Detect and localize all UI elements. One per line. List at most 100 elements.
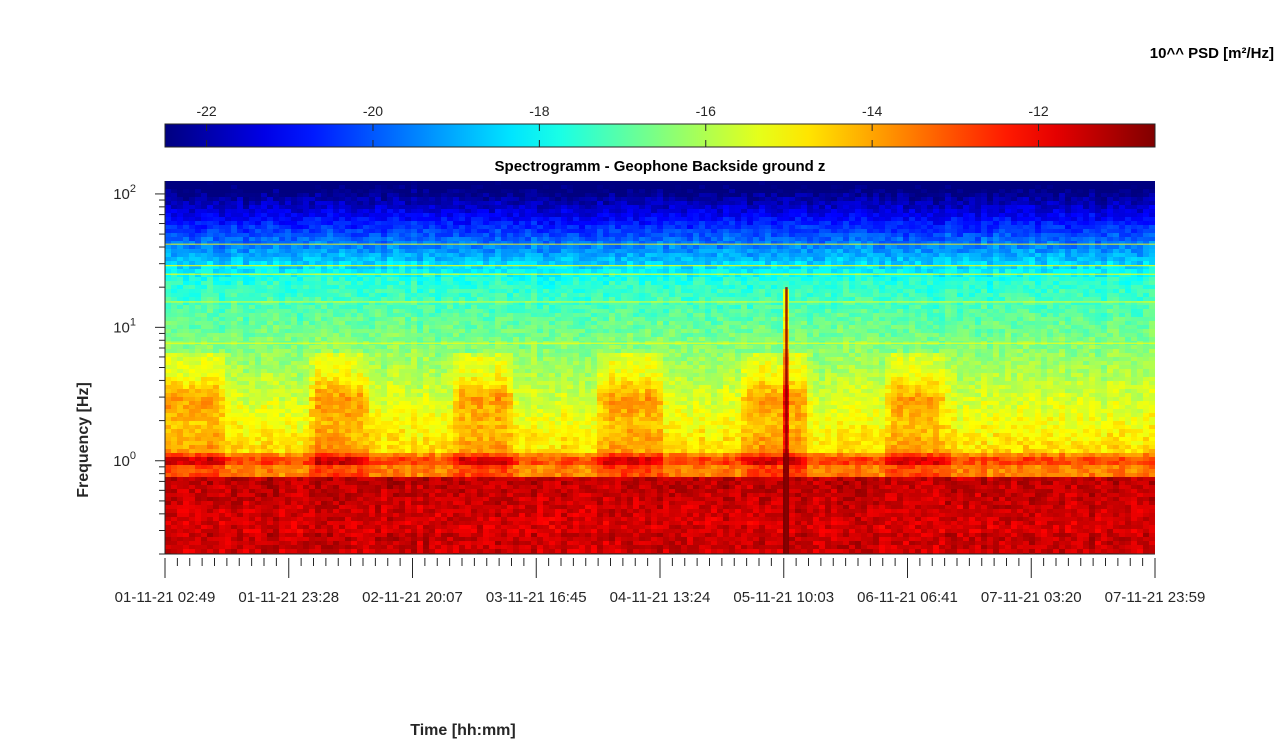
spectrogram-cell xyxy=(291,437,298,442)
spectrogram-cell xyxy=(177,513,184,518)
spectrogram-cell xyxy=(183,373,190,378)
spectrogram-cell xyxy=(333,513,340,518)
spectrogram-cell xyxy=(255,345,262,350)
spectrogram-cell xyxy=(165,201,172,206)
spectrogram-cell xyxy=(261,269,268,274)
spectrogram-cell xyxy=(171,309,178,314)
spectrogram-cell xyxy=(297,313,304,318)
spectrogram-cell xyxy=(279,189,286,194)
spectrogram-cell xyxy=(339,401,346,406)
spectrogram-cell xyxy=(273,225,280,230)
spectrogram-cell xyxy=(273,501,280,506)
spectrogram-cell xyxy=(225,529,232,534)
spectrogram-cell xyxy=(219,217,226,222)
spectrogram-cell xyxy=(171,281,178,286)
spectrogram-cell xyxy=(273,413,280,418)
spectrogram-cell xyxy=(201,261,208,266)
spectrogram-cell xyxy=(297,433,304,438)
spectrogram-cell xyxy=(339,453,346,458)
spectrogram-cell xyxy=(315,397,322,402)
spectrogram-cell xyxy=(303,305,310,310)
spectrogram-cell xyxy=(339,317,346,322)
spectrogram-cell xyxy=(333,545,340,550)
spectrogram-cell xyxy=(297,285,304,290)
spectrogram-cell xyxy=(315,445,322,450)
spectrogram-cell xyxy=(321,209,328,214)
spectrogram-cell xyxy=(351,429,358,434)
spectrogram-cell xyxy=(339,305,346,310)
spectrogram-cell xyxy=(261,185,268,190)
spectrogram-cell xyxy=(285,181,292,186)
spectrogram-cell xyxy=(303,529,310,534)
spectrogram-cell xyxy=(357,453,364,458)
spectrogram-cell xyxy=(231,325,238,330)
spectrogram-cell xyxy=(201,309,208,314)
spectrogram-cell xyxy=(231,265,238,270)
spectrogram-cell xyxy=(339,501,346,506)
spectrogram-cell xyxy=(189,425,196,430)
spectrogram-cell xyxy=(201,365,208,370)
spectrogram-cell xyxy=(357,469,364,474)
spectrogram-cell xyxy=(261,473,268,478)
spectrogram-cell xyxy=(177,401,184,406)
spectrogram-cell xyxy=(255,461,262,466)
spectrogram-cell xyxy=(267,489,274,494)
spectrogram-cell xyxy=(261,529,268,534)
spectrogram-cell xyxy=(249,249,256,254)
spectrogram-cell xyxy=(201,317,208,322)
spectrogram-cell xyxy=(237,493,244,498)
spectrogram-cell xyxy=(195,545,202,550)
spectrogram-cell xyxy=(201,265,208,270)
spectrogram-cell xyxy=(195,349,202,354)
spectrogram-cell xyxy=(195,381,202,386)
spectrogram-cell xyxy=(243,413,250,418)
spectrogram-cell xyxy=(351,509,358,514)
spectrogram-cell xyxy=(267,305,274,310)
spectrogram-cell xyxy=(195,517,202,522)
spectrogram-cell xyxy=(231,197,238,202)
spectrogram-cell xyxy=(219,461,226,466)
spectrogram-cell xyxy=(321,421,328,426)
spectrogram-cell xyxy=(303,313,310,318)
spectrogram-cell xyxy=(279,201,286,206)
spectrogram-cell xyxy=(231,309,238,314)
spectrogram-cell xyxy=(183,441,190,446)
spectrogram-cell xyxy=(339,405,346,410)
spectrogram-cell xyxy=(255,181,262,186)
spectrogram-cell xyxy=(327,517,334,522)
spectrogram-cell xyxy=(261,221,268,226)
spectrogram-cell xyxy=(189,437,196,442)
spectrogram-cell xyxy=(291,325,298,330)
spectrogram-cell xyxy=(267,417,274,422)
spectrogram-cell xyxy=(321,265,328,270)
spectrogram-cell xyxy=(285,485,292,490)
spectrogram-cell xyxy=(333,413,340,418)
spectrogram-cell xyxy=(315,477,322,482)
spectrogram-cell xyxy=(285,425,292,430)
spectrogram-cell xyxy=(225,253,232,258)
spectrogram-cell xyxy=(243,349,250,354)
spectrogram-cell xyxy=(165,513,172,518)
spectrogram-cell xyxy=(219,377,226,382)
spectrogram-cell xyxy=(273,269,280,274)
spectrogram-cell xyxy=(219,417,226,422)
spectrogram-cell xyxy=(333,277,340,282)
spectrogram-cell xyxy=(345,257,352,262)
spectrogram-cell xyxy=(231,409,238,414)
spectrogram-cell xyxy=(165,437,172,442)
spectrogram-cell xyxy=(297,273,304,278)
spectrogram-cell xyxy=(315,329,322,334)
spectrogram-cell xyxy=(321,505,328,510)
spectrogram-cell xyxy=(309,257,316,262)
spectrogram-cell xyxy=(177,521,184,526)
spectrogram-cell xyxy=(243,513,250,518)
spectrogram-cell xyxy=(243,217,250,222)
spectrogram-cell xyxy=(357,229,364,234)
spectrogram-cell xyxy=(273,265,280,270)
spectrogram-cell xyxy=(321,241,328,246)
spectrogram-cell xyxy=(243,477,250,482)
spectrogram-cell xyxy=(345,469,352,474)
spectrogram-cell xyxy=(333,301,340,306)
spectrogram-cell xyxy=(327,329,334,334)
spectrogram-cell xyxy=(273,325,280,330)
